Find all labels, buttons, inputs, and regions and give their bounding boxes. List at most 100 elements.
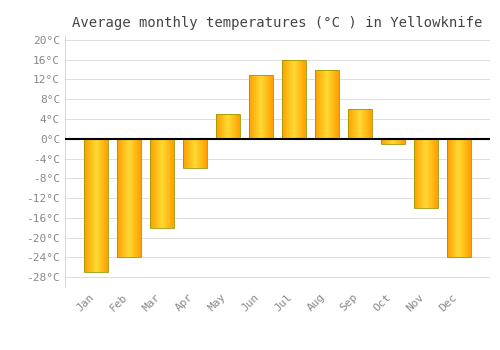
Bar xyxy=(229,114,230,139)
Bar xyxy=(285,60,286,139)
Bar xyxy=(300,60,301,139)
Bar xyxy=(172,139,173,228)
Bar xyxy=(291,60,292,139)
Bar xyxy=(385,139,386,144)
Bar xyxy=(401,139,402,144)
Bar xyxy=(131,139,132,257)
Bar xyxy=(337,70,338,139)
Bar xyxy=(262,75,263,139)
Bar xyxy=(95,139,96,272)
Bar xyxy=(185,139,186,168)
Bar xyxy=(100,139,101,272)
Bar xyxy=(414,139,415,208)
Bar xyxy=(220,114,221,139)
Bar xyxy=(453,139,454,257)
Bar xyxy=(219,114,220,139)
Bar xyxy=(364,109,366,139)
Bar xyxy=(286,60,287,139)
Bar xyxy=(222,114,224,139)
Bar xyxy=(321,70,322,139)
Bar xyxy=(358,109,360,139)
Bar xyxy=(292,60,293,139)
Bar xyxy=(400,139,401,144)
Bar xyxy=(460,139,461,257)
Bar xyxy=(199,139,200,168)
Bar xyxy=(357,109,358,139)
Bar xyxy=(393,139,394,144)
Bar xyxy=(466,139,467,257)
Bar xyxy=(323,70,324,139)
Bar xyxy=(85,139,86,272)
Bar xyxy=(369,109,370,139)
Bar xyxy=(154,139,155,228)
Bar xyxy=(157,139,158,228)
Bar xyxy=(356,109,357,139)
Bar xyxy=(132,139,134,257)
Bar xyxy=(263,75,264,139)
Bar xyxy=(183,139,184,168)
Bar xyxy=(118,139,141,257)
Bar xyxy=(361,109,362,139)
Bar xyxy=(330,70,331,139)
Bar xyxy=(282,60,306,139)
Bar xyxy=(204,139,205,168)
Bar xyxy=(169,139,170,228)
Bar xyxy=(332,70,333,139)
Bar xyxy=(459,139,460,257)
Bar xyxy=(384,139,385,144)
Bar xyxy=(338,70,339,139)
Bar xyxy=(422,139,423,208)
Bar xyxy=(89,139,90,272)
Bar xyxy=(164,139,165,228)
Bar xyxy=(431,139,432,208)
Bar xyxy=(388,139,390,144)
Bar xyxy=(325,70,326,139)
Bar xyxy=(352,109,353,139)
Bar xyxy=(153,139,154,228)
Bar xyxy=(464,139,466,257)
Bar xyxy=(287,60,288,139)
Bar xyxy=(296,60,297,139)
Bar xyxy=(415,139,416,208)
Bar xyxy=(226,114,227,139)
Bar xyxy=(167,139,168,228)
Bar xyxy=(255,75,256,139)
Bar xyxy=(298,60,300,139)
Bar xyxy=(137,139,138,257)
Bar xyxy=(420,139,421,208)
Bar xyxy=(254,75,255,139)
Bar xyxy=(123,139,124,257)
Bar xyxy=(381,139,404,144)
Bar xyxy=(161,139,162,228)
Bar xyxy=(454,139,456,257)
Bar xyxy=(437,139,438,208)
Bar xyxy=(195,139,196,168)
Bar xyxy=(318,70,319,139)
Bar xyxy=(317,70,318,139)
Bar xyxy=(171,139,172,228)
Bar xyxy=(272,75,273,139)
Bar xyxy=(288,60,289,139)
Bar xyxy=(121,139,122,257)
Bar xyxy=(158,139,159,228)
Bar xyxy=(160,139,161,228)
Bar xyxy=(452,139,453,257)
Bar xyxy=(236,114,237,139)
Bar xyxy=(252,75,254,139)
Bar xyxy=(105,139,106,272)
Bar xyxy=(90,139,91,272)
Bar xyxy=(93,139,94,272)
Bar xyxy=(434,139,436,208)
Bar xyxy=(135,139,136,257)
Bar xyxy=(328,70,330,139)
Bar xyxy=(448,139,450,257)
Bar xyxy=(394,139,396,144)
Bar xyxy=(216,114,217,139)
Bar xyxy=(351,109,352,139)
Bar xyxy=(234,114,235,139)
Bar xyxy=(426,139,427,208)
Bar xyxy=(256,75,257,139)
Bar xyxy=(362,109,363,139)
Bar xyxy=(436,139,437,208)
Bar xyxy=(457,139,458,257)
